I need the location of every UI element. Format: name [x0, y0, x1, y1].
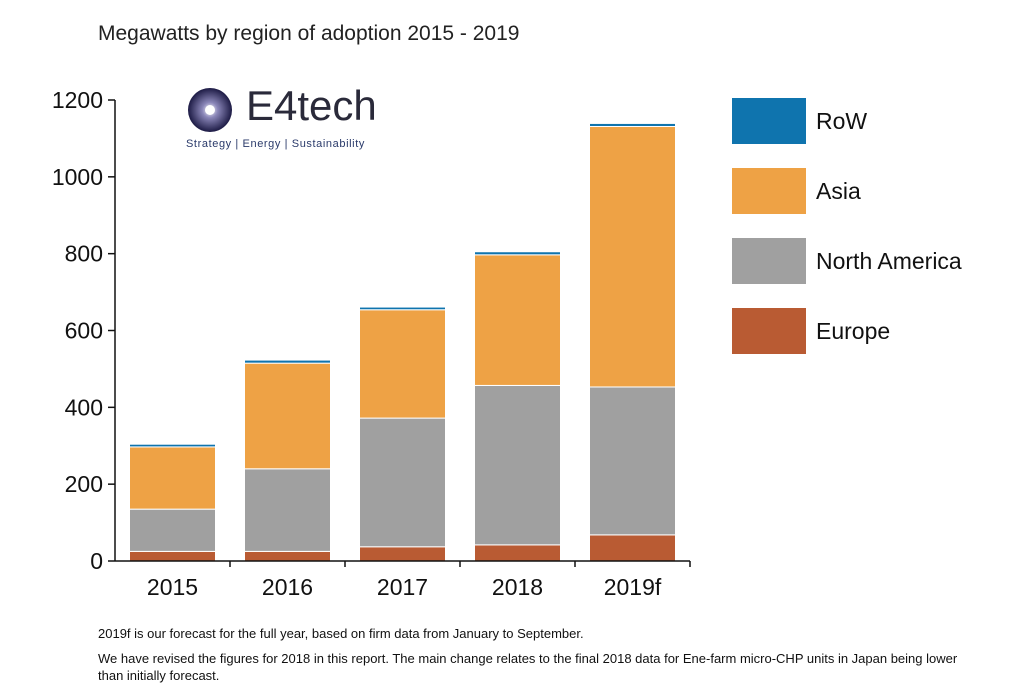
bar-segment-north-america [129, 508, 216, 552]
bar-segment-asia [244, 362, 331, 470]
legend-label: North America [816, 248, 962, 274]
footnote-forecast: 2019f is our forecast for the full year,… [98, 626, 584, 641]
bar-segment-north-america [244, 468, 331, 552]
bar-segment-asia [129, 446, 216, 510]
y-tick-label: 400 [65, 394, 103, 420]
bar-segment-europe [359, 546, 446, 562]
bar-segment-europe [474, 544, 561, 562]
y-axis: 0 200 400 600 800 1000 1200 [52, 87, 116, 574]
y-tick-label: 1000 [52, 164, 103, 190]
bar-segment-north-america [589, 386, 676, 536]
legend-label: Europe [816, 318, 890, 344]
legend-label: RoW [816, 108, 867, 134]
bar-segment-north-america [474, 384, 561, 546]
x-tick-label: 2016 [262, 574, 313, 600]
x-tick-label: 2018 [492, 574, 543, 600]
legend-swatch-europe [732, 308, 806, 354]
legend-swatch-row [732, 98, 806, 144]
chart-title: Megawatts by region of adoption 2015 - 2… [98, 22, 520, 45]
footnote-revision: We have revised the figures for 2018 in … [98, 651, 958, 683]
legend-swatch-asia [732, 168, 806, 214]
y-tick-label: 0 [90, 548, 103, 574]
bar-segment-row [589, 122, 676, 128]
bar-segment-asia [474, 254, 561, 386]
x-tick-label: 2019f [604, 574, 662, 600]
legend-label: Asia [816, 178, 861, 204]
logo-wordmark: E4tech [246, 82, 377, 129]
y-tick-label: 200 [65, 471, 103, 497]
bar-segment-row [359, 306, 446, 311]
legend-swatch-north-america [732, 238, 806, 284]
bar-segment-row [474, 251, 561, 256]
bar-segment-europe [589, 534, 676, 562]
bar-segment-europe [129, 550, 216, 562]
y-tick-label: 800 [65, 241, 103, 267]
y-tick-label: 1200 [52, 87, 103, 113]
legend: RoW Asia North America Europe [732, 98, 962, 354]
logo-globe-icon [188, 88, 232, 132]
bar-segment-europe [244, 550, 331, 562]
logo-tagline: Strategy | Energy | Sustainability [186, 138, 365, 150]
bar-segment-row [129, 443, 216, 448]
bar-segment-asia [359, 309, 446, 419]
bar-segment-asia [589, 126, 676, 388]
x-tick-label: 2015 [147, 574, 198, 600]
y-tick-label: 600 [65, 318, 103, 344]
bar-segment-row [244, 359, 331, 364]
x-tick-label: 2017 [377, 574, 428, 600]
bars [129, 122, 676, 562]
x-axis: 2015 2016 2017 2018 2019f [115, 560, 691, 600]
bar-segment-north-america [359, 417, 446, 548]
e4tech-logo: E4tech Strategy | Energy | Sustainabilit… [186, 82, 406, 156]
